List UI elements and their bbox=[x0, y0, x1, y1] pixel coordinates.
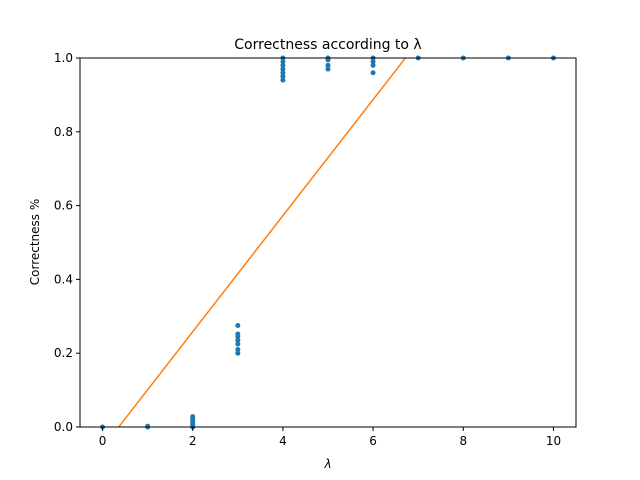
data-point bbox=[280, 66, 286, 72]
data-point bbox=[370, 59, 376, 65]
plot-background bbox=[80, 58, 576, 427]
data-point bbox=[280, 70, 286, 76]
x-tick-label: 4 bbox=[279, 434, 287, 448]
data-point bbox=[325, 62, 331, 68]
chart-title: Correctness according to λ bbox=[234, 37, 421, 53]
y-tick-label: 0.8 bbox=[54, 125, 73, 139]
data-point bbox=[235, 350, 241, 356]
data-point bbox=[145, 423, 151, 429]
x-axis-label: λ bbox=[323, 457, 331, 471]
y-axis: 0.0 0.2 0.4 0.6 0.8 1.0 bbox=[54, 51, 80, 434]
x-tick-label: 8 bbox=[459, 434, 467, 448]
x-tick-label: 0 bbox=[99, 434, 107, 448]
data-point bbox=[235, 341, 241, 347]
data-point bbox=[370, 62, 376, 68]
x-tick-label: 6 bbox=[369, 434, 377, 448]
y-tick-label: 0.2 bbox=[54, 346, 73, 360]
data-point bbox=[235, 323, 241, 329]
data-point bbox=[370, 70, 376, 76]
data-point bbox=[280, 73, 286, 79]
y-tick-label: 0.6 bbox=[54, 199, 73, 213]
series-line bbox=[117, 58, 407, 427]
y-axis-label: Correctness % bbox=[28, 199, 42, 286]
y-tick-label: 0.0 bbox=[54, 420, 73, 434]
data-point bbox=[280, 77, 286, 83]
x-tick-label: 2 bbox=[189, 434, 197, 448]
data-point bbox=[280, 62, 286, 68]
data-point bbox=[235, 337, 241, 343]
y-tick-label: 0.4 bbox=[54, 272, 73, 286]
data-point bbox=[280, 59, 286, 65]
data-point bbox=[235, 347, 241, 353]
x-axis: 0 2 4 6 8 10 bbox=[99, 427, 561, 448]
x-tick-label: 10 bbox=[546, 434, 561, 448]
data-point bbox=[190, 414, 196, 420]
series-layer bbox=[117, 58, 407, 427]
y-tick-label: 1.0 bbox=[54, 51, 73, 65]
data-point bbox=[325, 66, 331, 72]
data-point bbox=[235, 331, 241, 337]
point-layer bbox=[100, 55, 556, 430]
plot-frame bbox=[79, 57, 577, 428]
